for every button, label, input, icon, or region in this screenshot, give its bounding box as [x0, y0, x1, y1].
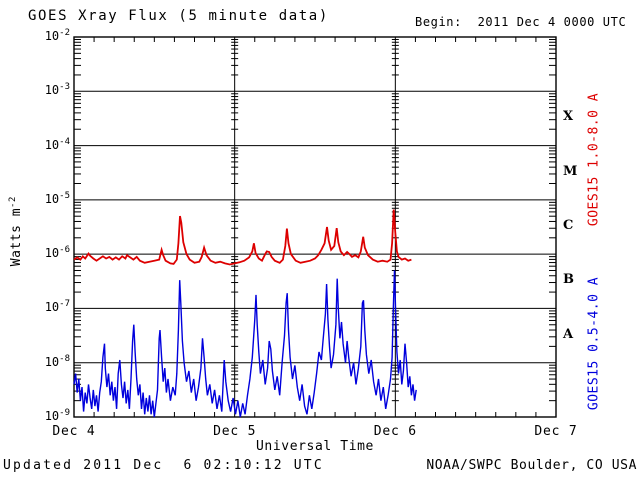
- short-channel-trace: [73, 270, 417, 418]
- plot-border: [73, 36, 557, 418]
- y-tick-label: 10-7: [44, 299, 70, 315]
- flare-class-c: C: [563, 218, 574, 233]
- source-credit: NOAA/SWPC Boulder, CO USA: [426, 458, 637, 473]
- flare-class-b: B: [563, 272, 574, 288]
- y-tick-label: 10-6: [44, 245, 70, 261]
- flare-class-m: M: [563, 163, 578, 179]
- flare-class-x: X: [563, 109, 574, 125]
- x-tick-label: Dec 4: [52, 424, 96, 439]
- y-tick-label: 10-3: [44, 82, 70, 98]
- updated-timestamp: Updated 2011 Dec 6 02:10:12 UTC: [3, 458, 324, 473]
- y-tick-label: 10-4: [44, 136, 70, 152]
- chart-title: GOES Xray Flux (5 minute data): [28, 8, 329, 24]
- flare-class-a: A: [563, 326, 574, 342]
- y-tick-label: 10-5: [44, 190, 70, 206]
- y-tick-label: 10-2: [44, 28, 70, 43]
- x-axis-label: Universal Time: [256, 439, 374, 454]
- x-tick-label: Dec 6: [373, 424, 417, 439]
- long-channel-trace: [73, 209, 412, 266]
- x-tick-label: Dec 7: [534, 424, 578, 439]
- begin-timestamp: Begin: 2011 Dec 4 0000 UTC: [415, 15, 627, 29]
- x-tick-label: Dec 5: [213, 424, 257, 439]
- y-tick-label: 10-8: [44, 353, 70, 369]
- y-tick-label: 10-9: [44, 408, 70, 423]
